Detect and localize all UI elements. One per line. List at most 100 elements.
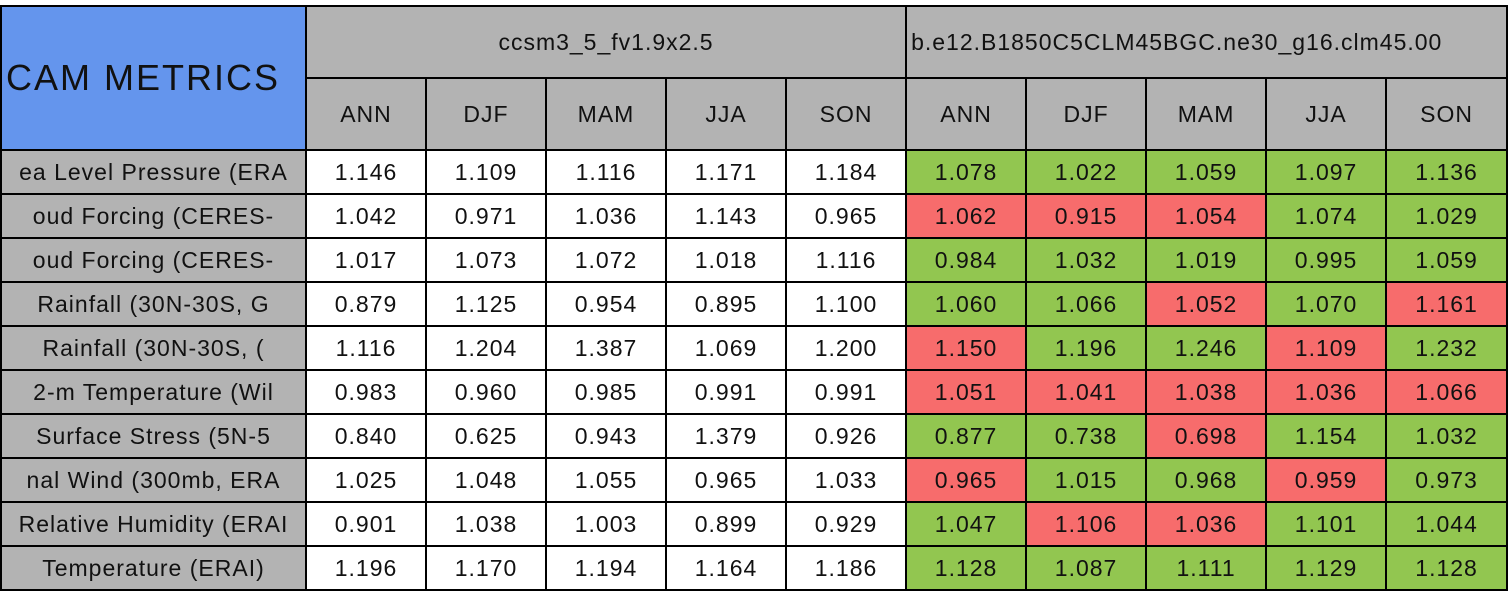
season-header: DJF [425,77,547,151]
metric-cell: 1.070 [1265,281,1388,327]
metric-cell: 1.025 [305,457,427,503]
metric-cell: 0.973 [1385,457,1509,503]
metric-cell: 1.041 [1025,369,1148,415]
metric-cell: 1.087 [1025,545,1148,591]
metric-cell: 0.995 [1265,237,1388,283]
metric-cell: 1.036 [1265,369,1388,415]
model-header: ccsm3_5_fv1.9x2.5 [304,5,908,79]
metric-cell: 1.164 [665,545,787,591]
data-row: Relative Humidity (ERAI 0.901 1.038 1.003 0.… [0,501,1509,547]
metric-cell: 0.698 [1145,413,1268,459]
metric-cell: 0.968 [1145,457,1268,503]
metric-cell: 1.106 [1025,501,1148,547]
model-header: b.e12.B1850C5CLM45BGC.ne30_g16.clm45.00 [905,5,1509,79]
metric-cell: 1.019 [1145,237,1268,283]
metric-cell: 1.129 [1265,545,1388,591]
row-label: Rainfall (30N-30S, ( [0,325,307,371]
data-row: Surface Stress (5N-5 0.840 0.625 0.943 1.379… [0,413,1509,459]
metric-cell: 0.625 [425,413,547,459]
season-header: MAM [545,77,667,151]
metric-cell: 1.101 [1265,501,1388,547]
metric-cell: 1.150 [905,325,1028,371]
metric-cell: 1.036 [545,193,667,239]
metric-cell: 1.196 [1025,325,1148,371]
metric-cell: 1.116 [545,149,667,195]
metric-cell: 1.170 [425,545,547,591]
metric-cell: 1.048 [425,457,547,503]
metric-cell: 1.003 [545,501,667,547]
metric-cell: 1.136 [1385,149,1509,195]
metric-cell: 0.991 [665,369,787,415]
metric-cell: 1.054 [1145,193,1268,239]
metric-cell: 1.161 [1385,281,1509,327]
metric-cell: 1.143 [665,193,787,239]
metric-cell: 0.879 [305,281,427,327]
metric-cell: 0.954 [545,281,667,327]
metric-cell: 1.387 [545,325,667,371]
metric-cell: 1.038 [1145,369,1268,415]
metric-cell: 1.109 [1265,325,1388,371]
metric-cell: 1.232 [1385,325,1509,371]
metric-cell: 0.895 [665,281,787,327]
metric-cell: 1.047 [905,501,1028,547]
metric-cell: 0.965 [665,457,787,503]
metric-cell: 1.184 [784,149,908,195]
metric-cell: 0.984 [905,237,1028,283]
metric-cell: 1.051 [905,369,1028,415]
metric-cell: 1.018 [665,237,787,283]
metric-cell: 1.059 [1385,237,1509,283]
metric-cell: 1.042 [305,193,427,239]
metric-cell: 1.022 [1025,149,1148,195]
metric-cell: 0.985 [545,369,667,415]
row-label: oud Forcing (CERES- [0,237,307,283]
season-header: JJA [665,77,787,151]
metric-cell: 0.959 [1265,457,1388,503]
metric-cell: 1.052 [1145,281,1268,327]
season-row: ANN DJF MAM JJA SON ANN DJF MAM JJA SON [1,77,1509,151]
data-row: Rainfall (30N-30S, (1.116 1.204 1.387 1.069… [0,325,1509,371]
metric-cell: 1.017 [305,237,427,283]
metric-cell: 1.072 [545,237,667,283]
metric-cell: 1.060 [905,281,1028,327]
data-row: ea Level Pressure (ERA 1.146 1.109 1.116 1.1… [0,149,1509,195]
metric-cell: 0.901 [305,501,427,547]
table-body: CAM METRICS ccsm3_5_fv1.9x2.5 b.e12.B185… [0,5,1509,591]
metric-cell: 1.200 [784,325,908,371]
metric-cell: 1.044 [1385,501,1509,547]
metric-cell: 1.186 [784,545,908,591]
row-label: Temperature (ERAI) [0,545,307,591]
season-header: ANN [305,77,427,151]
metric-cell: 1.100 [784,281,908,327]
metric-cell: 1.204 [425,325,547,371]
row-label: oud Forcing (CERES- [0,193,307,239]
metric-cell: 1.032 [1025,237,1148,283]
metric-cell: 1.066 [1385,369,1509,415]
metric-cell: 1.246 [1145,325,1268,371]
data-row: 2-m Temperature (Wil 0.983 0.960 0.985 0.991… [0,369,1509,415]
table-title: CAM METRICS [0,5,307,151]
metric-cell: 1.062 [905,193,1028,239]
metric-cell: 1.111 [1145,545,1268,591]
header-row: CAM METRICS ccsm3_5_fv1.9x2.5 b.e12.B185… [0,5,1509,151]
row-label: Relative Humidity (ERAI [0,501,307,547]
season-header: JJA [1265,77,1388,151]
metric-cell: 0.915 [1025,193,1148,239]
metric-cell: 1.097 [1265,149,1388,195]
metric-cell: 1.125 [425,281,547,327]
metric-cell: 1.128 [1385,545,1509,591]
metric-cell: 1.154 [1265,413,1388,459]
metric-cell: 0.899 [665,501,787,547]
row-label: nal Wind (300mb, ERA [0,457,307,503]
metric-cell: 1.109 [425,149,547,195]
metric-cell: 0.943 [545,413,667,459]
metrics-table: CAM METRICS ccsm3_5_fv1.9x2.5 b.e12.B185… [0,5,1509,591]
data-row: oud Forcing (CERES- 1.017 1.073 1.072 1.018 1… [0,237,1509,283]
metric-cell: 1.116 [305,325,427,371]
metric-cell: 1.032 [1385,413,1509,459]
metric-cell: 1.196 [305,545,427,591]
metric-cell: 1.074 [1265,193,1388,239]
metric-cell: 1.066 [1025,281,1148,327]
metric-cell: 1.146 [305,149,427,195]
metric-cell: 1.036 [1145,501,1268,547]
metric-cell: 0.929 [784,501,908,547]
